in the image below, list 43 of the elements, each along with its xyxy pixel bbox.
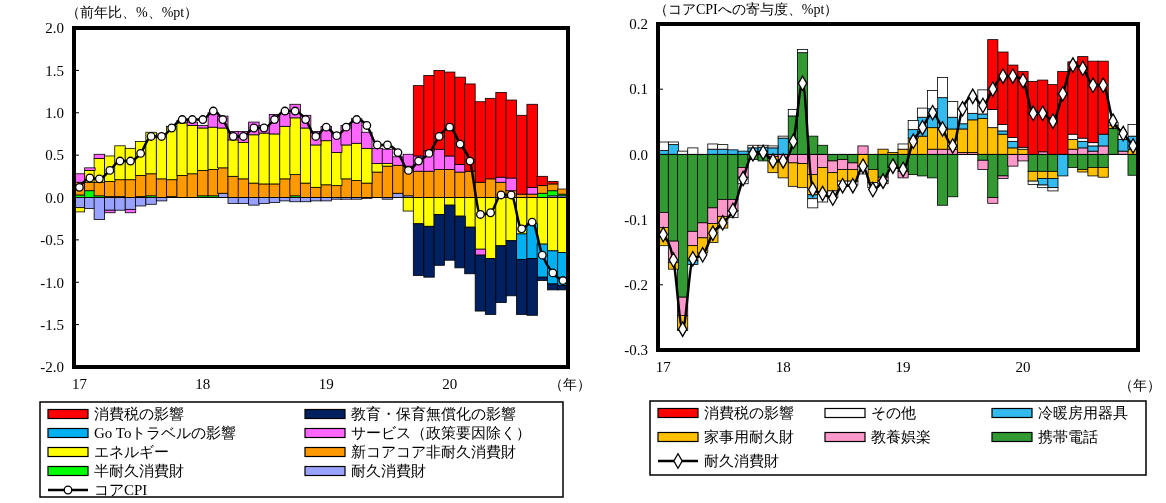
y-tick-label: 0.1 [629,81,648,98]
x-tick-label: 19 [895,359,911,375]
legend-label: 耐久消費財 [704,453,779,470]
legend-label: 教育・保育無償化の影響 [351,406,516,423]
y-tick-label: -0.1 [624,211,648,228]
x-tick-label: 20 [442,376,458,392]
x-tick-label: 17 [655,359,672,375]
y-tick-label: -0.3 [624,342,648,359]
x-tick-label: 18 [775,359,791,375]
legend-label: 教養娯楽 [871,429,931,446]
legend-label: 新コアコア非耐久消費財 [351,444,516,461]
x-tick-label: 18 [195,376,211,392]
y-tick-label: 1.0 [45,105,64,121]
y-axis-title: （コアCPIへの寄与度、%pt） [654,2,839,17]
legend-label: 消費税の影響 [704,405,794,422]
legend-label: Go Toトラベルの影響 [94,425,237,442]
y-tick-label: 2.0 [45,20,64,37]
legend-label: コアCPI [94,482,148,499]
y-axis-title: （前年比、%、%pt） [66,5,199,20]
y-tick-label: 0.2 [629,16,648,33]
x-tick-label: 20 [1015,359,1031,375]
y-tick-label: 0.5 [45,147,64,164]
y-tick-label: -0.2 [624,277,648,294]
x-axis-title: （年） [549,377,591,392]
y-tick-label: 0.0 [629,146,648,163]
y-tick-label: -1.0 [40,274,64,291]
x-tick-label: 17 [71,376,88,392]
legend-label: 携帯電話 [1038,429,1098,446]
legend-label: サービス（政策要因除く） [351,425,531,442]
legend-label: 半耐久消費財 [94,463,184,480]
x-axis-title: （年） [1119,378,1161,393]
legend-label: 耐久消費財 [351,463,426,480]
legend-label: エネルギー [94,444,169,461]
legend-label: 冷暖房用器具 [1038,405,1128,422]
x-tick-label: 19 [318,376,334,392]
y-tick-label: -0.5 [40,232,64,249]
y-tick-label: -2.0 [40,359,64,376]
y-tick-label: 0.0 [45,189,64,206]
y-tick-label: -1.5 [40,316,64,333]
legend-label: 消費税の影響 [94,406,184,423]
y-tick-label: 1.5 [45,62,64,79]
legend-label: その他 [871,405,916,422]
legend-label: 家事用耐久財 [704,429,794,446]
